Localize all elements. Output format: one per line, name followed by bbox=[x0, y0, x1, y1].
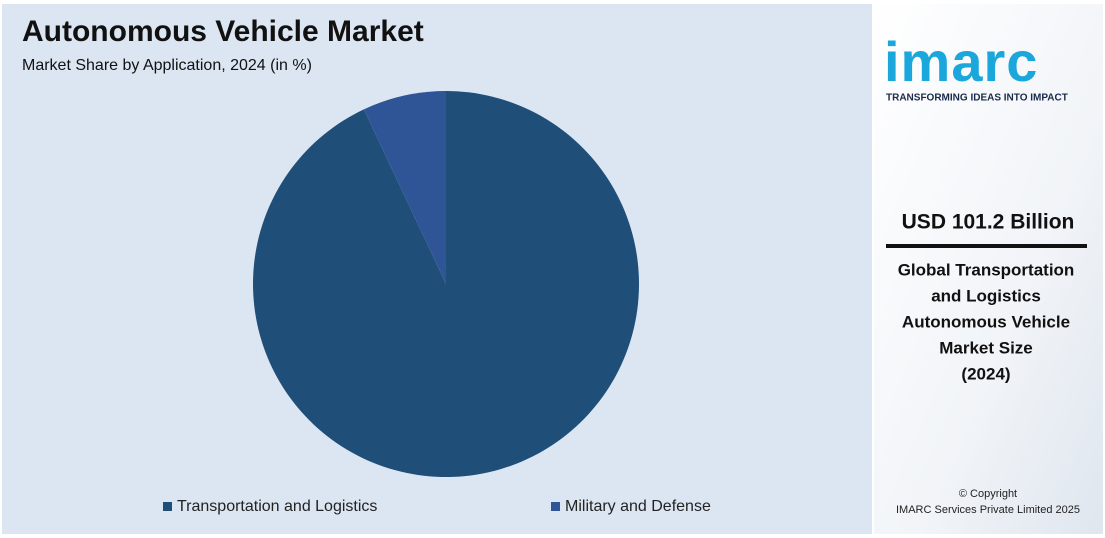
description-line: (2024) bbox=[961, 364, 1010, 383]
chart-title: Autonomous Vehicle Market bbox=[22, 15, 424, 48]
headline: USD 101.2 Billion bbox=[902, 211, 1075, 234]
legend-label: Military and Defense bbox=[565, 498, 711, 515]
copyright: © Copyright bbox=[959, 488, 1017, 500]
description-line: and Logistics bbox=[931, 286, 1041, 305]
description-line: Global Transportation bbox=[898, 260, 1075, 279]
description-line: Autonomous Vehicle bbox=[902, 312, 1070, 331]
company: IMARC Services Private Limited 2025 bbox=[896, 504, 1080, 516]
chart-subtitle: Market Share by Application, 2024 (in %) bbox=[22, 57, 312, 74]
legend-swatch bbox=[551, 502, 560, 511]
sidebar bbox=[874, 4, 1103, 534]
legend-label: Transportation and Logistics bbox=[177, 498, 377, 515]
legend-swatch bbox=[163, 502, 172, 511]
pie-slice bbox=[252, 91, 639, 477]
tagline: TRANSFORMING IDEAS INTO IMPACT bbox=[886, 93, 1068, 104]
pie-slice bbox=[363, 91, 446, 284]
description-line: Market Size bbox=[939, 338, 1033, 357]
logo: imarc bbox=[884, 30, 1038, 93]
divider bbox=[886, 244, 1087, 248]
